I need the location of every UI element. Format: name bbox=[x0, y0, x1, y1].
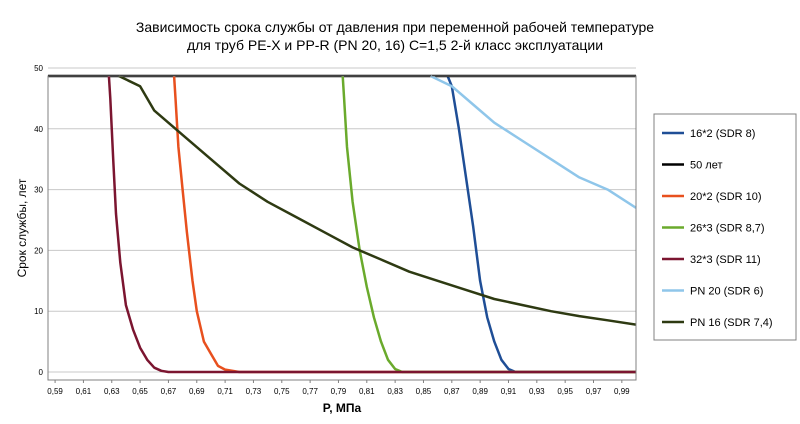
x-tick-label: 0,65 bbox=[132, 387, 148, 396]
plot-frame bbox=[47, 75, 637, 381]
x-tick-label: 0,91 bbox=[501, 387, 517, 396]
series-line-6 bbox=[118, 74, 637, 326]
x-axis-label: P, МПа bbox=[323, 401, 362, 415]
series-line-0 bbox=[446, 75, 636, 374]
y-tick-label: 40 bbox=[34, 125, 43, 134]
x-tick-label: 0,97 bbox=[586, 387, 602, 396]
x-tick-label: 0,67 bbox=[161, 387, 177, 396]
x-tick-label: 0,63 bbox=[104, 387, 120, 396]
x-tick-label: 0,71 bbox=[217, 387, 233, 396]
series-line-2 bbox=[172, 75, 636, 374]
series-line-4 bbox=[107, 75, 636, 374]
x-tick-label: 0,95 bbox=[557, 387, 573, 396]
grid-lines bbox=[48, 67, 636, 373]
x-tick-label: 0,61 bbox=[76, 387, 92, 396]
x-tick-label: 0,59 bbox=[47, 387, 63, 396]
y-tick-labels: 0 10 20 30 40 50 bbox=[34, 64, 43, 377]
x-tick-label: 0,85 bbox=[416, 387, 432, 396]
x-tick-label: 0,87 bbox=[444, 387, 460, 396]
series-line-5 bbox=[430, 74, 637, 209]
legend-label-4: 32*3 (SDR 11) bbox=[690, 254, 761, 266]
x-tick-label: 0,79 bbox=[331, 387, 347, 396]
y-tick-label: 10 bbox=[34, 307, 43, 316]
legend-label-1: 50 лет bbox=[690, 160, 723, 172]
legend-label-2: 20*2 (SDR 10) bbox=[690, 191, 762, 203]
y-tick-label: 0 bbox=[39, 368, 44, 377]
series-lines bbox=[48, 74, 637, 374]
legend-label-3: 26*3 (SDR 8,7) bbox=[690, 223, 765, 235]
y-tick-label: 50 bbox=[34, 64, 43, 73]
x-tick-label: 0,77 bbox=[302, 387, 318, 396]
x-tick-label: 0,83 bbox=[387, 387, 403, 396]
x-tick-label: 0,81 bbox=[359, 387, 375, 396]
y-axis-label: Срок службы, лет bbox=[15, 178, 29, 277]
legend-label-6: PN 16 (SDR 7,4) bbox=[690, 317, 773, 329]
x-tick-label: 0,89 bbox=[472, 387, 488, 396]
x-tick-labels: 0,59 0,61 0,63 0,65 0,67 0,69 0,71 0,73 0,75 0,77… bbox=[47, 380, 630, 396]
x-tick-label: 0,69 bbox=[189, 387, 205, 396]
x-tick-label: 0,73 bbox=[246, 387, 262, 396]
series-line-3 bbox=[341, 75, 636, 374]
x-tick-label: 0,99 bbox=[614, 387, 630, 396]
legend-label-0: 16*2 (SDR 8) bbox=[690, 128, 755, 140]
legend-label-5: PN 20 (SDR 6) bbox=[690, 286, 763, 298]
legend-items: 16*2 (SDR 8) 50 лет 20*2 (SDR 10) 26*3 (SDR… bbox=[662, 128, 773, 329]
chart-title-line-1: Зависимость срока службы от давления при… bbox=[136, 19, 654, 35]
chart-title-line-2: для труб PE-X и PP-R (PN 20, 16) C=1,5 2… bbox=[187, 37, 603, 53]
legend: 16*2 (SDR 8) 50 лет 20*2 (SDR 10) 26*3 (SDR… bbox=[653, 113, 797, 341]
y-tick-label: 20 bbox=[34, 246, 43, 255]
x-tick-label: 0,93 bbox=[529, 387, 545, 396]
y-tick-label: 30 bbox=[34, 186, 43, 195]
x-tick-label: 0,75 bbox=[274, 387, 290, 396]
